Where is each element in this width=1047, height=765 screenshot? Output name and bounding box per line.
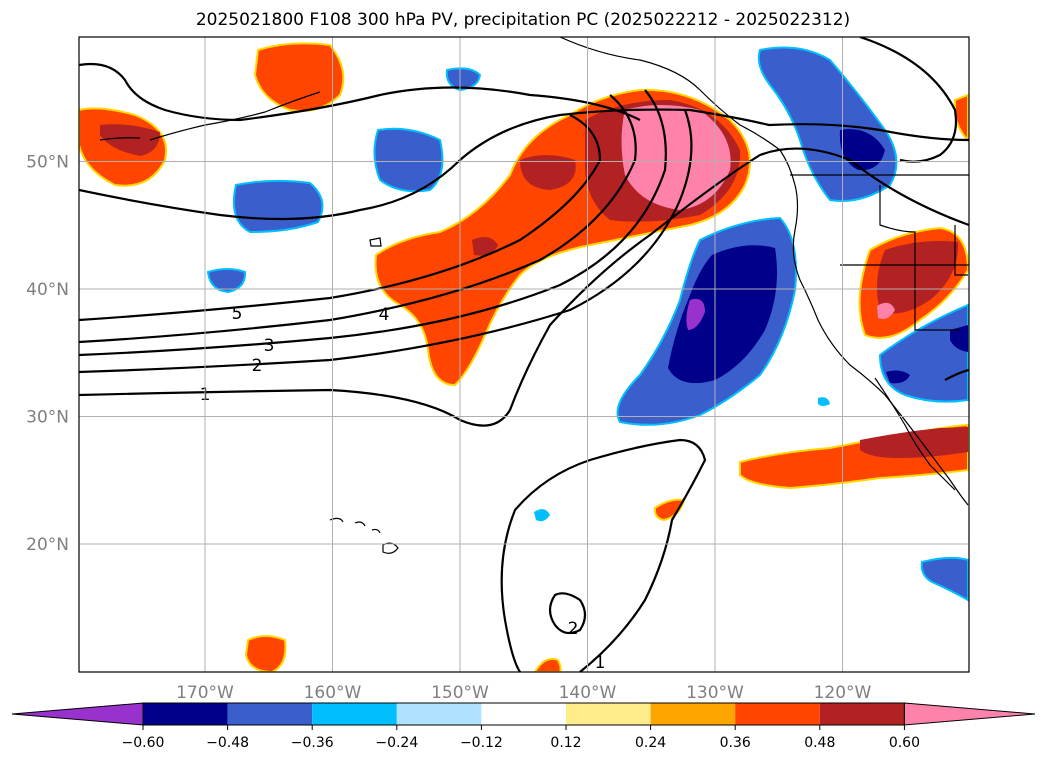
- coast-aleutians-west: [99, 137, 141, 141]
- colorbar-segment: [143, 703, 228, 725]
- map-panel: 5 4 3 2 1 2 1 50°N40°N30°N20°N 170°W 160°…: [26, 36, 970, 703]
- colorbar: [11, 702, 1036, 730]
- colorbar-frame: [142, 702, 905, 726]
- longitude-label: 170°W: [176, 683, 234, 703]
- longitude-label: 140°W: [559, 683, 617, 703]
- contour-label: 5: [232, 304, 243, 324]
- colorbar-tick-label: −0.12: [460, 735, 503, 751]
- contour-label: 1: [595, 653, 606, 673]
- colorbar-segment: [566, 703, 651, 725]
- pv-contour-1-south: [500, 438, 707, 672]
- longitude-labels: 170°W 160°W 150°W 140°W 130°W 120°W: [176, 683, 871, 703]
- colorbar-segment: [396, 703, 482, 725]
- coast-baja: [874, 377, 956, 491]
- longitude-label: 130°W: [686, 683, 744, 703]
- precip-blob-pos-2: [253, 42, 345, 112]
- colorbar-tick-label: 0.36: [720, 735, 751, 751]
- colorbar-segment: [650, 703, 736, 725]
- graticule: [79, 37, 969, 672]
- pv-contour-2-south: [548, 592, 587, 635]
- colorbar-segment: [227, 703, 313, 725]
- map-frame: [78, 36, 970, 673]
- colorbar-tick-label: −0.24: [375, 735, 418, 751]
- colorbar-extend-low: [11, 702, 144, 726]
- latitude-label: 30°N: [26, 408, 69, 428]
- colorbar-tick-label: −0.36: [291, 735, 334, 751]
- map-title: 2025021800 F108 300 hPa PV, precipitatio…: [196, 10, 850, 30]
- pv-contours: [79, 37, 969, 672]
- colorbar-segment: [312, 703, 397, 725]
- pv-contour-1: [79, 147, 969, 427]
- precip-blob-pos-peak: [621, 105, 731, 210]
- colorbar-segment: [735, 703, 820, 725]
- latitude-label: 20°N: [26, 535, 69, 555]
- contour-label: 2: [568, 619, 579, 639]
- pv-contour-2: [79, 109, 693, 374]
- longitude-label: 120°W: [814, 683, 872, 703]
- precip-blob-neg-3: [232, 179, 324, 234]
- colorbar-tick-label: −0.48: [206, 735, 249, 751]
- longitude-label: 160°W: [304, 683, 362, 703]
- colorbar-tick-label: 0.60: [889, 735, 920, 751]
- longitude-label: 150°W: [431, 683, 489, 703]
- latitude-label: 50°N: [26, 153, 69, 173]
- colorbar-tick-labels: −0.60 −0.48 −0.36 −0.24 −0.12 0.12 0.24 0.36 0.4…: [122, 735, 920, 751]
- colorbar-tick-label: 0.12: [550, 735, 581, 751]
- contour-label: 2: [252, 356, 263, 376]
- pv-contour-3: [79, 89, 667, 357]
- pv-contour-5: [79, 114, 602, 322]
- coast-us-west: [792, 184, 969, 506]
- colorbar-tick-label: −0.60: [122, 735, 165, 751]
- colorbar-tick-label: 0.24: [635, 735, 666, 751]
- colorbar-segment: [481, 703, 566, 725]
- colorbar-tick-label: 0.48: [804, 735, 835, 751]
- coast-hawaii: [329, 517, 399, 554]
- latitude-label: 40°N: [26, 280, 69, 300]
- colorbar-extend-high: [903, 702, 1036, 726]
- colorbar-segment: [819, 703, 905, 725]
- contour-label: 4: [379, 305, 390, 325]
- contour-label: 3: [264, 336, 275, 356]
- pv-contour-4: [79, 94, 637, 344]
- latitude-labels: 50°N 40°N 30°N 20°N: [26, 153, 69, 556]
